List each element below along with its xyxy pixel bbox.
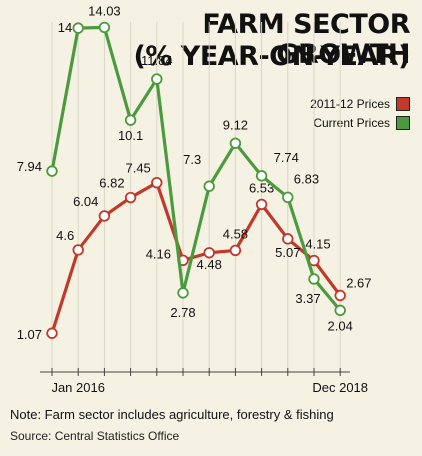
data-label-current-prices-6: 7.3 bbox=[183, 152, 201, 167]
data-label-2011-12-prices-7: 4.58 bbox=[223, 226, 248, 241]
point-current-prices-11 bbox=[334, 304, 346, 317]
legend-label-2011-12-prices: 2011-12 Prices bbox=[310, 96, 390, 111]
data-label-2011-12-prices-9: 5.07 bbox=[275, 245, 300, 260]
point-current-prices-6 bbox=[203, 180, 215, 192]
x-tick-label-0: Jan 2016 bbox=[51, 380, 105, 395]
data-label-2011-12-prices-4: 7.45 bbox=[125, 161, 150, 176]
chart-title-line2: (% YEAR-ON-YEAR) bbox=[133, 41, 411, 72]
data-label-current-prices-11: 2.04 bbox=[328, 318, 353, 333]
point-current-prices-3 bbox=[124, 114, 137, 126]
data-label-2011-12-prices-2: 6.04 bbox=[73, 194, 98, 209]
legend-item-2011-12-prices: 2011-12 Prices bbox=[310, 94, 410, 113]
point-2011-12-prices-8 bbox=[255, 198, 268, 211]
data-label-2011-12-prices-0: 1.07 bbox=[17, 327, 42, 342]
point-current-prices-2 bbox=[98, 21, 111, 34]
data-label-current-prices-5: 2.78 bbox=[170, 305, 195, 320]
point-2011-12-prices-11 bbox=[334, 289, 346, 302]
point-current-prices-10 bbox=[308, 273, 320, 285]
data-label-current-prices-1: 14 bbox=[58, 20, 72, 35]
point-2011-12-prices-4 bbox=[151, 176, 163, 189]
data-label-2011-12-prices-5: 4.16 bbox=[146, 246, 171, 261]
x-tick-label-1: Dec 2018 bbox=[312, 380, 368, 395]
point-2011-12-prices-6 bbox=[203, 247, 215, 259]
data-label-2011-12-prices-3: 6.82 bbox=[99, 176, 124, 191]
point-current-prices-0 bbox=[46, 165, 58, 177]
legend-swatch-current-prices bbox=[396, 115, 410, 130]
point-current-prices-7 bbox=[229, 137, 242, 149]
point-current-prices-4 bbox=[151, 73, 163, 85]
data-label-2011-12-prices-10: 4.15 bbox=[305, 237, 330, 252]
footnote: Note: Farm sector includes agriculture, … bbox=[10, 407, 334, 422]
source-line: Source: Central Statistics Office bbox=[10, 429, 180, 443]
data-label-current-prices-8: 7.74 bbox=[274, 150, 299, 165]
point-2011-12-prices-1 bbox=[72, 244, 84, 256]
data-label-2011-12-prices-11: 2.67 bbox=[346, 275, 371, 290]
data-label-2011-12-prices-8: 6.53 bbox=[249, 180, 274, 195]
data-label-current-prices-9: 6.83 bbox=[294, 171, 319, 186]
chart-title-line1: FARM SECTOR GROWTH bbox=[202, 9, 410, 70]
legend: 2011-12 Prices Current Prices bbox=[310, 94, 410, 132]
point-current-prices-9 bbox=[282, 191, 294, 204]
point-current-prices-5 bbox=[177, 287, 189, 299]
data-label-current-prices-2: 14.03 bbox=[88, 3, 121, 18]
legend-item-current-prices: Current Prices bbox=[310, 113, 410, 132]
data-label-current-prices-3: 10.1 bbox=[118, 128, 143, 143]
point-2011-12-prices-7 bbox=[229, 244, 242, 257]
point-current-prices-1 bbox=[72, 22, 84, 34]
legend-swatch-2011-12-prices bbox=[396, 96, 410, 111]
point-2011-12-prices-9 bbox=[282, 233, 294, 245]
point-2011-12-prices-0 bbox=[46, 327, 58, 339]
data-label-current-prices-7: 9.12 bbox=[223, 117, 248, 132]
data-label-current-prices-4: 11.84 bbox=[141, 53, 173, 68]
legend-label-current-prices: Current Prices bbox=[313, 115, 390, 130]
data-label-2011-12-prices-1: 4.6 bbox=[56, 228, 74, 243]
point-current-prices-8 bbox=[255, 170, 268, 182]
data-label-current-prices-0: 7.94 bbox=[17, 159, 42, 174]
point-2011-12-prices-2 bbox=[98, 210, 111, 222]
point-2011-12-prices-3 bbox=[124, 191, 137, 204]
data-label-current-prices-10: 3.37 bbox=[295, 291, 320, 306]
data-label-2011-12-prices-6: 4.48 bbox=[197, 257, 222, 272]
